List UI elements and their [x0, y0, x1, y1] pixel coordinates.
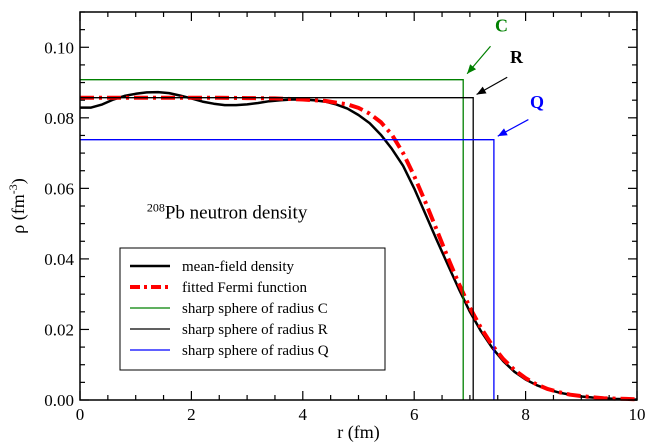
x-tick-label: 6: [410, 405, 419, 424]
x-axis-label: r (fm): [337, 422, 379, 443]
y-axis-label: ρ (fm-3): [6, 178, 29, 233]
legend-label: sharp sphere of radius R: [182, 322, 328, 338]
legend-label: fitted Fermi function: [182, 280, 307, 296]
y-tick-label: 0.08: [44, 109, 74, 128]
sharp-spheres-layer: [80, 79, 495, 400]
sharp-sphere-q: [80, 139, 495, 400]
y-tick-label: 0.06: [44, 179, 74, 198]
legend-label: sharp sphere of radius Q: [182, 343, 329, 359]
radius-letter-q: Q: [530, 92, 544, 112]
arrowhead-r: [476, 86, 487, 95]
radius-letter-c: C: [495, 15, 508, 35]
radius-letter-r: R: [510, 47, 524, 67]
sharp-sphere-r: [80, 97, 474, 400]
y-tick-label: 0.00: [44, 391, 74, 410]
y-axis-label-main: ρ (fm: [8, 194, 29, 233]
x-tick-label: 10: [629, 405, 646, 424]
legend-items: mean-field density fitted Fermi function s…: [130, 259, 329, 359]
legend-label: sharp sphere of radius C: [182, 301, 328, 317]
radius-letters-layer: CR Q: [466, 15, 544, 137]
x-tick-label: 8: [521, 405, 530, 424]
x-tick-label: 0: [76, 405, 85, 424]
arrowhead-q: [497, 128, 508, 137]
sharp-sphere-c: [80, 79, 464, 400]
y-tick-label: 0.04: [44, 250, 74, 269]
ticks-layer: 0 2 4 6 8 10 0.00 0.02 0.04 0.06 0.08 0.10: [44, 11, 646, 424]
x-tick-label: 2: [187, 405, 196, 424]
nucleus-annotation: 208Pb neutron density: [147, 200, 308, 223]
annotation-mass-number: 208: [147, 200, 165, 214]
arrowhead-c: [467, 64, 477, 74]
x-tick-label: 4: [299, 405, 308, 424]
y-tick-label: 0.10: [44, 38, 74, 57]
y-axis-label-close: ): [8, 178, 29, 184]
legend: mean-field density fitted Fermi function s…: [119, 247, 386, 371]
y-tick-label: 0.02: [44, 320, 74, 339]
y-axis-label-sup: -3: [6, 184, 20, 194]
annotation-text: Pb neutron density: [165, 202, 308, 223]
legend-label: mean-field density: [182, 259, 295, 275]
